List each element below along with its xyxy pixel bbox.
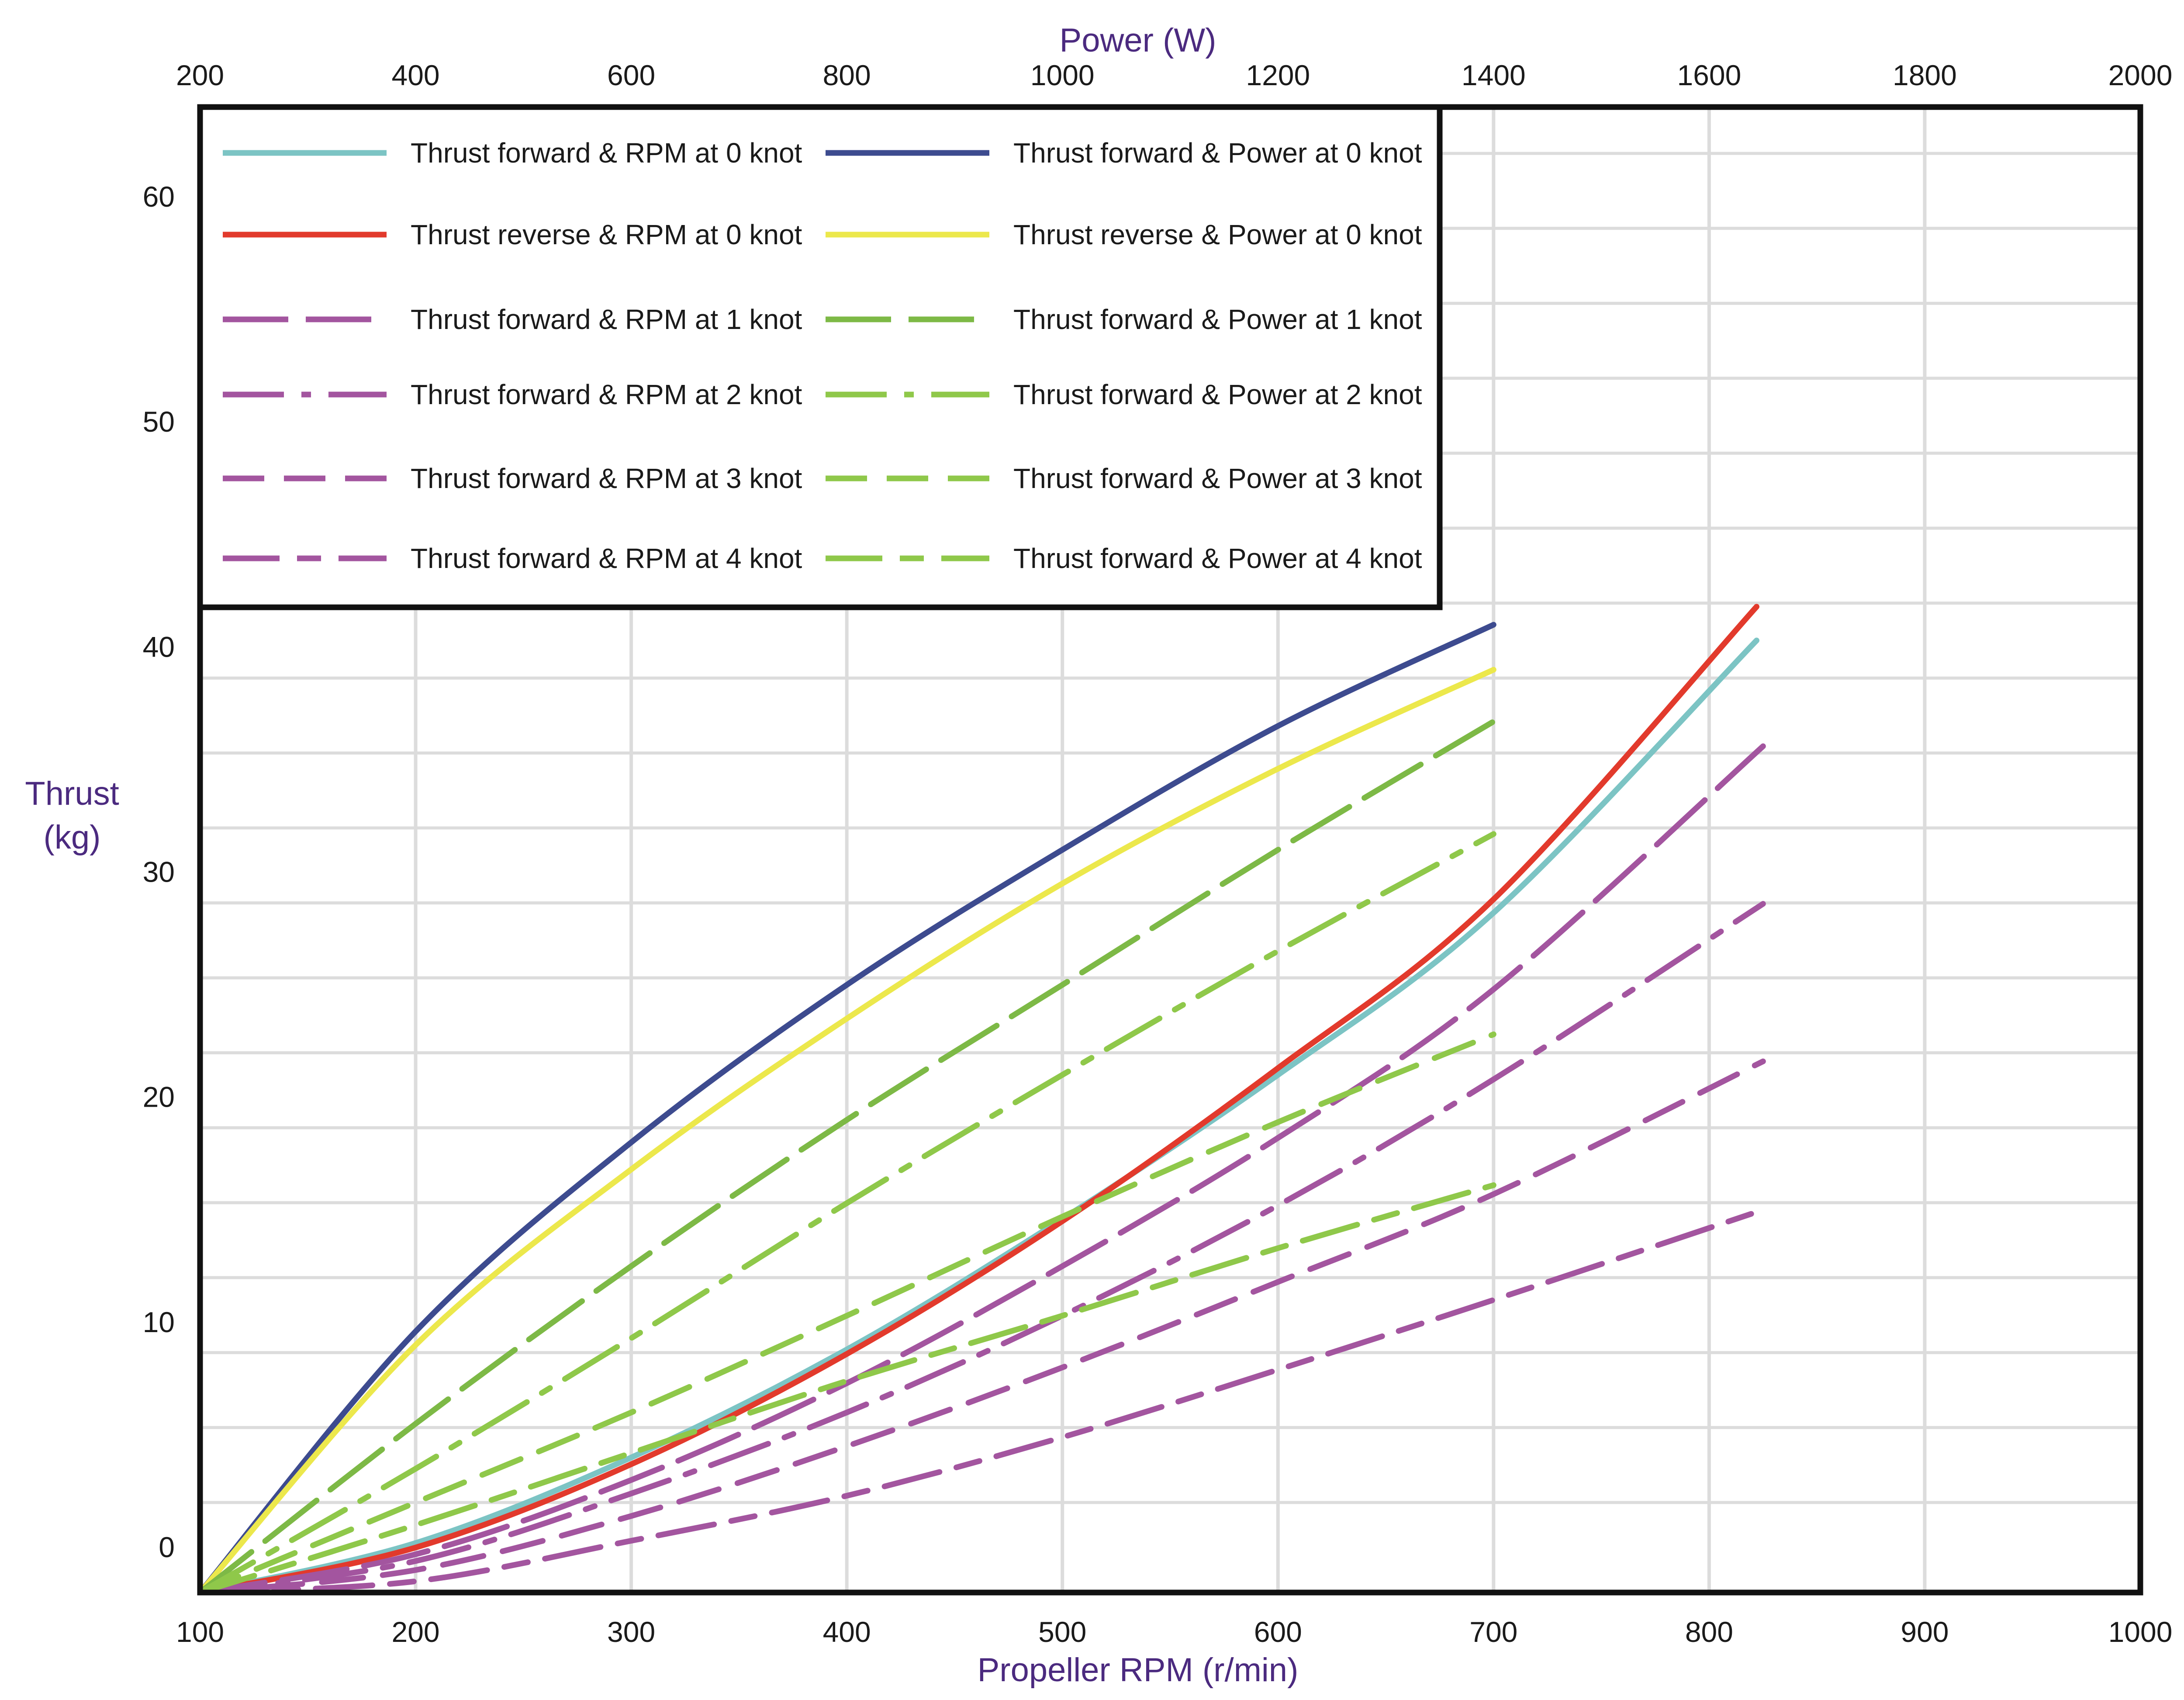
x-top-tick-label: 1200 — [1246, 59, 1310, 91]
series-line-6 — [197, 718, 1496, 1596]
series-line-12 — [197, 1182, 1496, 1596]
legend-label-7: Thrust forward & RPM at 2 knot — [411, 379, 802, 410]
x-bottom-tick-label: 900 — [1901, 1616, 1949, 1648]
x-top-tick-label: 1600 — [1677, 59, 1741, 91]
series-line-7 — [197, 901, 1766, 1596]
x-top-tick-label: 800 — [823, 59, 871, 91]
legend-label-12: Thrust forward & Power at 4 knot — [1013, 543, 1422, 574]
series-line-11 — [197, 1207, 1766, 1596]
legend-items: Thrust forward & RPM at 0 knot Thrust for… — [223, 137, 1422, 574]
legend-label-3: Thrust reverse & RPM at 0 knot — [411, 219, 802, 250]
x-top-tick-label: 1000 — [1030, 59, 1095, 91]
y-tick-label: 50 — [143, 405, 175, 438]
y-tick-label: 30 — [143, 856, 175, 888]
y-axis-title-line2: (kg) — [44, 819, 101, 856]
x-bottom-tick-label: 100 — [176, 1616, 224, 1648]
legend-label-6: Thrust forward & Power at 1 knot — [1013, 304, 1422, 335]
series-line-4 — [197, 667, 1496, 1596]
x-top-tick-label: 600 — [607, 59, 655, 91]
legend-label-8: Thrust forward & Power at 2 knot — [1013, 379, 1422, 410]
series-line-1 — [197, 637, 1759, 1596]
y-tick-label: 0 — [159, 1531, 175, 1563]
series-line-5 — [197, 743, 1766, 1596]
legend-label-10: Thrust forward & Power at 3 knot — [1013, 463, 1422, 494]
series-line-10 — [197, 1031, 1496, 1596]
legend-box — [197, 104, 1443, 610]
legend-label-5: Thrust forward & RPM at 1 knot — [411, 304, 802, 335]
series-line-3 — [197, 604, 1759, 1596]
x-bottom-tick-label: 700 — [1469, 1616, 1517, 1648]
series-line-2 — [197, 622, 1496, 1596]
x-top-tick-label: 1400 — [1462, 59, 1526, 91]
x-bottom-tick-label: 1000 — [2108, 1616, 2173, 1648]
x-bottom-tick-label: 400 — [823, 1616, 871, 1648]
series-line-8 — [197, 831, 1496, 1596]
legend: Thrust forward & RPM at 0 knot Thrust for… — [197, 104, 1443, 610]
legend-label-4: Thrust reverse & Power at 0 knot — [1013, 219, 1422, 250]
x-bottom-tick-label: 300 — [607, 1616, 655, 1648]
legend-label-1: Thrust forward & RPM at 0 knot — [411, 137, 802, 169]
x-bottom-tick-label: 600 — [1254, 1616, 1302, 1648]
legend-label-11: Thrust forward & RPM at 4 knot — [411, 543, 802, 574]
x-top-tick-label: 2000 — [2108, 59, 2173, 91]
x-bottom-axis-title: Propeller RPM (r/min) — [978, 1652, 1299, 1689]
series-line-9 — [197, 1058, 1766, 1596]
x-bottom-tick-label: 500 — [1038, 1616, 1086, 1648]
legend-label-9: Thrust forward & RPM at 3 knot — [411, 463, 802, 494]
y-tick-label: 10 — [143, 1306, 175, 1338]
y-tick-label: 20 — [143, 1081, 175, 1113]
x-top-axis-title: Power (W) — [1060, 22, 1216, 59]
y-axis-title-line1: Thrust — [25, 775, 119, 812]
y-tick-label: 60 — [143, 180, 175, 213]
series-layer — [197, 604, 1766, 1596]
x-top-tick-label: 400 — [391, 59, 439, 91]
y-tick-label: 40 — [143, 630, 175, 663]
x-bottom-tick-label: 200 — [391, 1616, 439, 1648]
x-top-tick-label: 200 — [176, 59, 224, 91]
legend-label-2: Thrust forward & Power at 0 knot — [1013, 137, 1422, 169]
x-bottom-tick-label: 800 — [1685, 1616, 1733, 1648]
x-top-tick-label: 1800 — [1893, 59, 1957, 91]
